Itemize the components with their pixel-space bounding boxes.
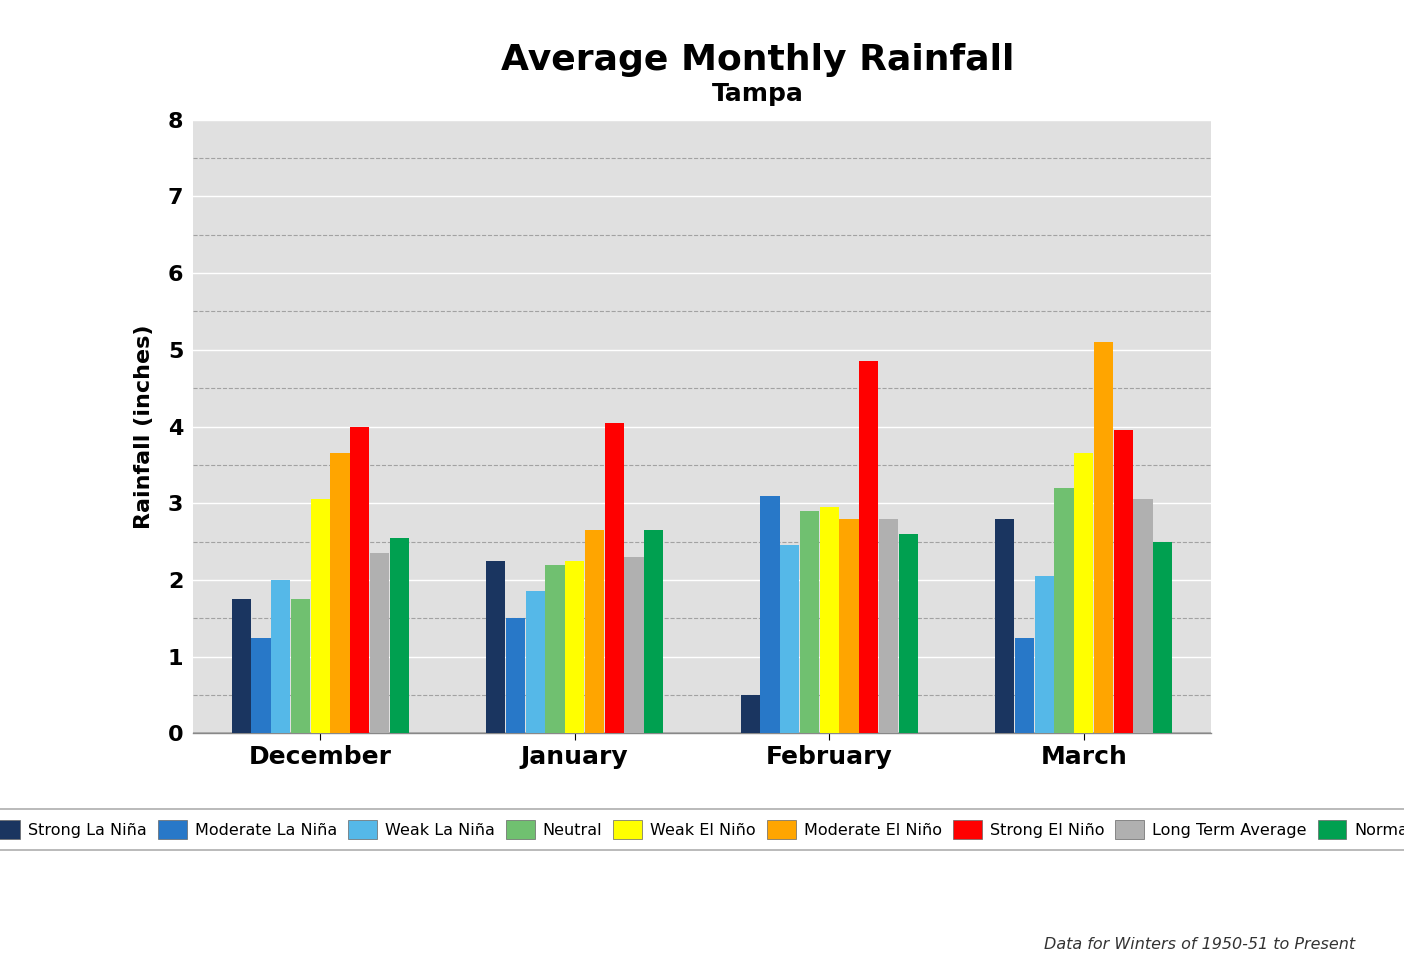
Bar (1074, 453, 1094, 733)
Bar (271, 580, 291, 733)
Bar (740, 696, 760, 733)
Text: Tampa: Tampa (712, 82, 804, 106)
Bar (761, 496, 779, 733)
Bar (350, 427, 369, 733)
Bar (995, 519, 1015, 733)
Bar (1153, 542, 1172, 733)
Bar (585, 530, 604, 733)
Bar (781, 546, 799, 733)
Bar (644, 530, 664, 733)
Bar (820, 507, 840, 733)
Bar (605, 423, 623, 733)
Text: Average Monthly Rainfall: Average Monthly Rainfall (501, 43, 1015, 77)
Bar (369, 554, 389, 733)
Y-axis label: Rainfall (inches): Rainfall (inches) (133, 325, 153, 528)
Bar (1015, 638, 1035, 733)
Bar (291, 599, 310, 733)
Bar (232, 599, 251, 733)
Bar (1113, 431, 1133, 733)
Bar (859, 361, 879, 733)
Bar (1094, 342, 1113, 733)
Bar (486, 561, 505, 733)
Bar (899, 534, 918, 733)
Bar (625, 557, 643, 733)
Bar (879, 519, 899, 733)
Legend: Strong La Niña, Moderate La Niña, Weak La Niña, Neutral, Weak El Niño, Moderate : Strong La Niña, Moderate La Niña, Weak L… (0, 809, 1404, 850)
Bar (330, 453, 350, 733)
Bar (525, 591, 545, 733)
Bar (800, 511, 819, 733)
Bar (1035, 576, 1054, 733)
Bar (545, 565, 564, 733)
Text: Data for Winters of 1950-51 to Present: Data for Winters of 1950-51 to Present (1043, 937, 1355, 952)
Bar (564, 561, 584, 733)
Bar (840, 519, 859, 733)
Bar (505, 618, 525, 733)
Bar (251, 638, 271, 733)
Bar (389, 538, 409, 733)
Bar (1133, 499, 1153, 733)
Bar (310, 499, 330, 733)
Bar (1054, 488, 1074, 733)
